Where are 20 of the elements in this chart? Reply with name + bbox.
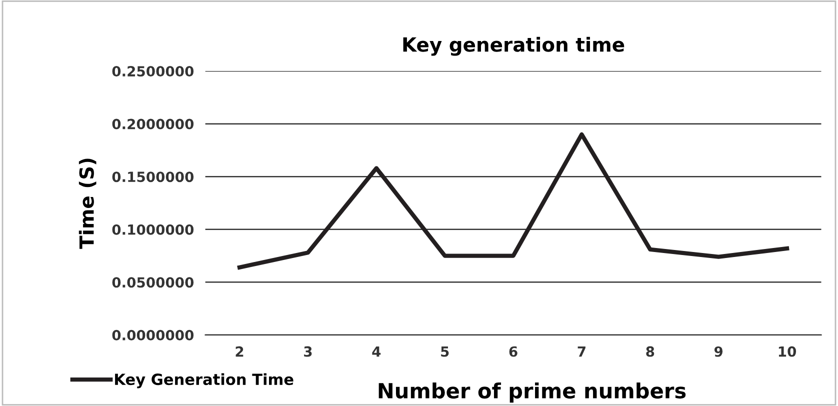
y-tick-label: 0.1000000 [112, 224, 194, 235]
x-tick-label: 6 [509, 346, 518, 357]
y-tick-label: 0.2500000 [112, 66, 194, 77]
y-tick-label: 0.1500000 [112, 172, 194, 182]
x-tick-label: 2 [236, 346, 244, 357]
y-axis-title: Time (S) [78, 158, 96, 249]
y-tick-label: 0.0500000 [112, 277, 194, 288]
x-tick-label: 3 [304, 346, 312, 357]
x-tick-label: 9 [714, 346, 723, 357]
x-tick-label: 4 [372, 346, 381, 357]
legend-label: Key Generation Time [115, 373, 294, 388]
y-tick-label: 0.0000000 [112, 330, 194, 340]
x-tick-label: 7 [578, 346, 586, 357]
line-series [237, 132, 790, 270]
x-tick-label: 8 [646, 346, 654, 357]
chart-title: Key generation time [403, 36, 624, 56]
y-tick-label: 0.2000000 [112, 118, 194, 130]
x-tick-label: 5 [441, 346, 449, 357]
x-tick-label: 10 [778, 346, 796, 357]
x-axis-title: Number of prime numbers [378, 382, 686, 403]
